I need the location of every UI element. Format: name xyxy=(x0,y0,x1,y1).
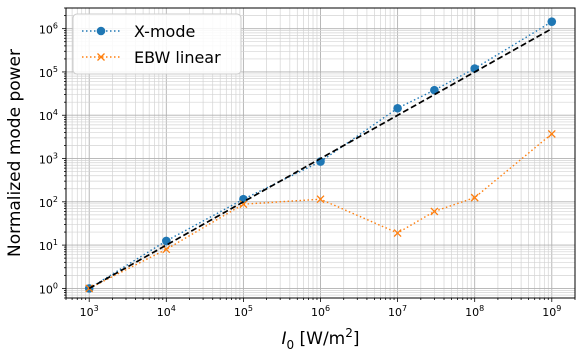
x-mode-point xyxy=(393,103,402,113)
tick-labels: 103 104 105 106 107 108 109 100 101 102 103 104 105 1… xyxy=(39,22,561,319)
legend-item-x-mode: X-mode xyxy=(82,22,195,41)
y-tick-label: 103 xyxy=(39,152,58,167)
legend: X-mode EBW linear xyxy=(72,13,242,75)
y-tick-label: 106 xyxy=(39,22,58,37)
x-mode-point xyxy=(430,85,439,95)
y-axis-label: Normalized mode power xyxy=(5,49,25,257)
ebw-linear-point xyxy=(470,193,479,202)
series-layer xyxy=(84,17,557,293)
tick-marks xyxy=(62,7,576,302)
x-mode-line xyxy=(88,21,553,289)
y-tick-label: 100 xyxy=(39,281,58,296)
x-tick-label: 103 xyxy=(80,304,99,319)
ebw-linear-point xyxy=(393,229,402,237)
x-tick-label: 104 xyxy=(157,304,176,319)
legend-box xyxy=(72,13,242,75)
x-tick-label: 109 xyxy=(542,304,561,319)
x-tick-label: 105 xyxy=(234,304,253,319)
ebw-linear-point xyxy=(430,207,439,216)
reference-line xyxy=(88,27,553,290)
legend-item-ebw-linear: EBW linear xyxy=(82,48,221,67)
y-tick-label: 104 xyxy=(39,108,58,123)
ebw-linear-point xyxy=(547,129,556,138)
x-axis-label: I0 [W/m2] xyxy=(281,326,359,352)
x-tick-label: 107 xyxy=(388,304,407,319)
legend-label: EBW linear xyxy=(134,48,221,67)
y-tick-label: 101 xyxy=(39,238,58,253)
ebw-linear-point xyxy=(316,195,325,204)
ebw-linear-point xyxy=(239,200,248,209)
ebw-linear-line xyxy=(88,133,553,290)
x-tick-label: 108 xyxy=(465,304,484,319)
x-mode-point xyxy=(547,17,557,26)
y-tick-label: 105 xyxy=(39,65,58,80)
x-tick-label: 106 xyxy=(311,304,330,319)
legend-label: X-mode xyxy=(134,22,195,41)
y-tick-label: 102 xyxy=(39,195,58,210)
